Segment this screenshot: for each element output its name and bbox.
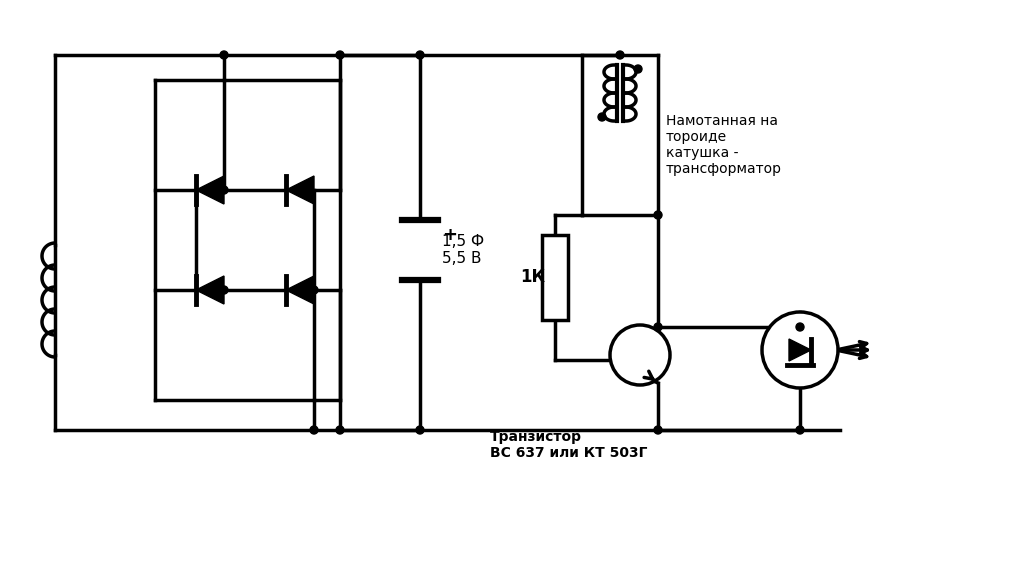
Circle shape (220, 286, 228, 294)
Polygon shape (286, 176, 314, 204)
Circle shape (336, 51, 344, 59)
Circle shape (796, 323, 804, 331)
Circle shape (220, 51, 228, 59)
Text: +: + (442, 226, 457, 244)
Bar (542, 235, 568, 320)
Circle shape (634, 65, 642, 73)
Circle shape (310, 426, 318, 434)
Polygon shape (196, 276, 224, 304)
Circle shape (416, 51, 424, 59)
Circle shape (654, 426, 662, 434)
Text: Транзистор
ВС 637 или КТ 503Г: Транзистор ВС 637 или КТ 503Г (490, 430, 647, 460)
Text: 1,5 Ф
5,5 В: 1,5 Ф 5,5 В (442, 234, 484, 266)
Polygon shape (790, 339, 811, 361)
Text: 1К: 1К (520, 268, 545, 286)
Polygon shape (286, 276, 314, 304)
Text: Намотанная на
тороиде
катушка -
трансформатор: Намотанная на тороиде катушка - трансфор… (666, 114, 782, 176)
Circle shape (336, 426, 344, 434)
Circle shape (416, 426, 424, 434)
Circle shape (796, 426, 804, 434)
Circle shape (598, 113, 606, 121)
Circle shape (310, 286, 318, 294)
Circle shape (610, 325, 670, 385)
Circle shape (616, 51, 624, 59)
Circle shape (762, 312, 838, 388)
Polygon shape (196, 176, 224, 204)
Circle shape (220, 186, 228, 194)
Circle shape (654, 211, 662, 219)
Circle shape (654, 323, 662, 331)
